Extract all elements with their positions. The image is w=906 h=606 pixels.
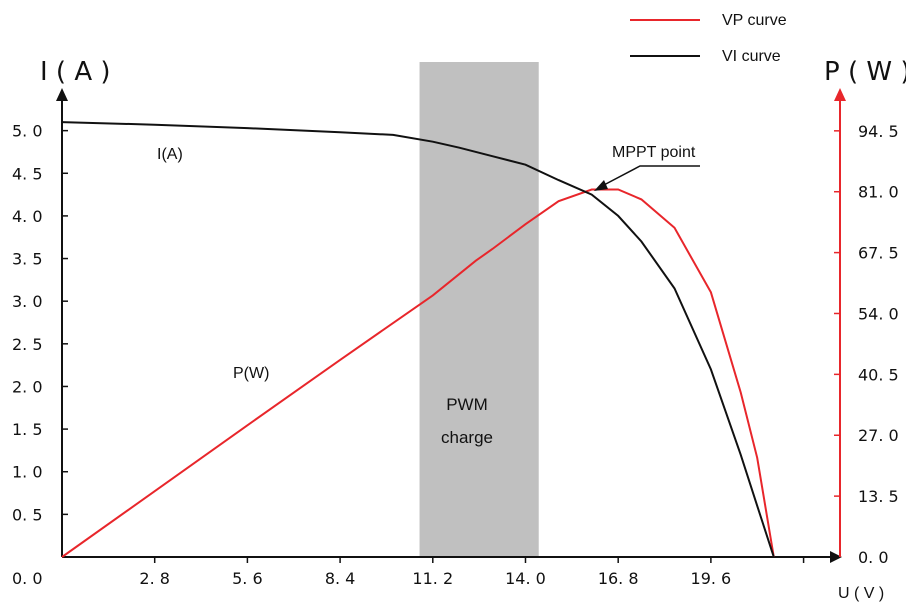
right-y-axis-arrow-icon [834,88,846,101]
right-tick-label: 40. 5 [858,365,899,384]
x-tick-label: 11. 2 [412,569,453,588]
left-tick-label: 4. 0 [12,207,43,226]
right-tick-label: 67. 5 [858,244,899,263]
left-tick-label: 4. 5 [12,164,43,183]
right-tick-label: 27. 0 [858,426,899,445]
left-tick-label: 2. 5 [12,335,43,354]
right-axis-title: P ( W ) [824,57,906,87]
mppt-arrow-icon [594,180,608,191]
left-tick-label: 0. 5 [12,505,43,524]
legend-label-vp: VP curve [722,12,787,29]
x-tick-label: 8. 4 [325,569,356,588]
right-tick-label: 94. 5 [858,122,899,141]
x-tick-label: 2. 8 [139,569,170,588]
origin-label: 0. 0 [12,569,43,588]
legend-label-vi: VI curve [722,48,781,65]
left-tick-label: 1. 0 [12,463,43,482]
mppt-leader-line [601,165,700,187]
i-curve-label: I(A) [157,146,183,163]
left-tick-label: 1. 5 [12,420,43,439]
right-tick-label: 54. 0 [858,304,899,323]
series-line-vp-curve [61,188,775,558]
mppt-annotation: MPPT point [594,144,700,191]
right-axis-ticks: 0. 0 13. 5 27. 0 40. 5 54. 0 67. 5 81. 0 94. 5 [834,122,899,567]
left-axis-ticks: 0. 5 1. 0 1. 5 2. 0 2. 5 3. 0 3. 5 4. 0 4. 5 5. 0 [12,122,68,524]
left-y-axis-arrow-icon [56,88,68,101]
x-axis-ticks: 2. 8 5. 6 8. 4 11. 2 14. 0 16. 8 19. 6 [139,557,805,588]
p-curve-label: P(W) [233,365,269,382]
right-tick-label: 0. 0 [858,548,889,567]
pwm-label-line1: PWM [446,395,488,414]
x-tick-label: 14. 0 [505,569,546,588]
x-tick-label: 19. 6 [691,569,732,588]
x-axis-arrow-icon [830,551,842,563]
left-tick-label: 2. 0 [12,377,43,396]
series-line-vi-curve [61,121,775,558]
mppt-label: MPPT point [612,144,696,161]
left-tick-label: 3. 5 [12,250,43,269]
x-tick-label: 16. 8 [598,569,639,588]
pwm-label-line2: charge [441,428,493,447]
x-tick-label: 5. 6 [232,569,263,588]
legend: VP curve VI curve [630,12,787,65]
right-tick-label: 81. 0 [858,183,899,202]
left-tick-label: 5. 0 [12,122,43,141]
pwm-charge-band [419,62,539,557]
left-tick-label: 3. 0 [12,292,43,311]
left-axis-title: I ( A ) [40,57,111,87]
right-tick-label: 13. 5 [858,487,899,506]
x-axis-title: U ( V ) [838,585,884,602]
